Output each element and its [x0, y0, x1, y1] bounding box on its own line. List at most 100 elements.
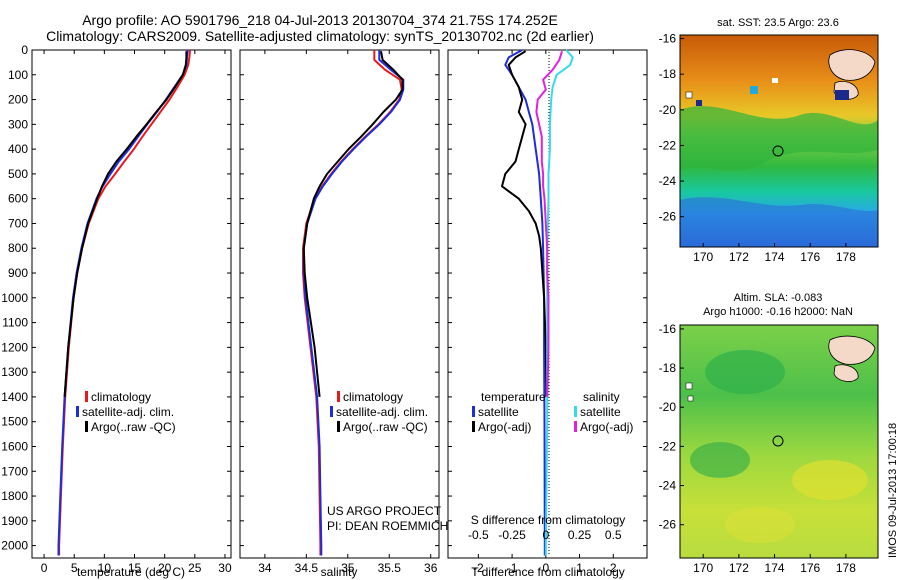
depth-tick-label: 2000 — [1, 539, 28, 553]
x-tick-label: 34 — [258, 561, 272, 575]
figure-title: Argo profile: AO 5901796_218 04-Jul-2013… — [0, 12, 640, 44]
map-lon-tick-label: 170 — [693, 561, 713, 575]
map-lon-tick-label: 170 — [693, 250, 713, 264]
s-diff-label: S difference from climatology — [471, 513, 626, 527]
series-line-t-argo-adj- — [501, 50, 548, 397]
map-lat-tick-label: -22 — [659, 439, 677, 453]
sst-cool-region — [680, 197, 878, 247]
depth-tick-label: 1700 — [1, 464, 28, 478]
map-lat-tick-label: -24 — [659, 174, 677, 188]
temperature-lines — [57, 49, 191, 556]
legend-swatch-s-argo — [574, 421, 577, 432]
depth-tick-label: 1000 — [1, 291, 28, 305]
sla-land-mask — [685, 335, 876, 402]
legend-label-climatology: climatology — [343, 390, 403, 404]
difference-x-ticks: -2 -1 0 1 2 — [473, 50, 617, 575]
legend-label-argo: Argo(..raw -QC) — [91, 420, 176, 434]
x-tick-label: -1 — [507, 561, 518, 575]
salinity-panel: 34 34.5 35 35.5 36 salinity climatology sate… — [239, 49, 448, 579]
salinity-xlabel: salinity — [321, 565, 358, 579]
depth-tick-label: 1100 — [2, 316, 28, 330]
x-tick-label: 36 — [424, 561, 438, 575]
map-lat-tick-label: -26 — [659, 518, 677, 532]
s-diff-tick-label: 0 — [542, 528, 549, 542]
x-tick-label: 20 — [158, 561, 172, 575]
x-tick-label: -2 — [473, 561, 484, 575]
legend-header-salinity: salinity — [583, 390, 620, 404]
sla-map-title-1: Altim. SLA: -0.083 — [734, 292, 823, 304]
legend-swatch-argo — [337, 421, 340, 432]
sst-map-title: sat. SST: 23.5 Argo: 23.6 — [717, 17, 839, 29]
legend-swatch-satellite — [76, 406, 79, 417]
x-tick-label: 1 — [576, 561, 583, 575]
map-lon-tick-label: 176 — [800, 561, 820, 575]
map-lat-tick-label: -22 — [659, 138, 677, 152]
salinity-x-ticks: 34 34.5 35 35.5 36 — [258, 50, 438, 575]
sla-map-ticks: 170 172 174 176 178 -16 -18 -20 -22 -24 -26 — [659, 322, 857, 575]
series-line-argo — [302, 51, 404, 398]
project-label: US ARGO PROJECT — [327, 504, 442, 518]
pi-label: PI: DEAN ROEMMICH — [327, 519, 448, 533]
map-lat-tick-label: -18 — [659, 361, 677, 375]
legend-swatch-t-satellite — [472, 406, 475, 417]
sst-warm-tongue — [680, 106, 878, 171]
legend-swatch-climatology — [85, 391, 88, 402]
depth-tick-label: 500 — [8, 167, 28, 181]
legend-swatch-s-satellite — [574, 406, 577, 417]
map-lat-tick-label: -20 — [659, 103, 677, 117]
difference-legend: temperature salinity satellite Argo(-adj… — [472, 390, 633, 434]
legend-label-s-satellite: satellite — [580, 405, 621, 419]
temperature-x-ticks: 0 5 10 15 20 25 30 — [41, 50, 232, 575]
map-lon-tick-label: 174 — [765, 561, 785, 575]
map-lat-tick-label: -26 — [659, 210, 677, 224]
title-line-1: Argo profile: AO 5901796_218 04-Jul-2013… — [82, 12, 558, 28]
legend-label-satellite: satellite-adj. clim. — [336, 405, 428, 419]
x-tick-label: 10 — [98, 561, 112, 575]
x-tick-label: 0 — [542, 561, 549, 575]
sst-land-mask — [685, 49, 876, 106]
map-lat-tick-label: -24 — [659, 479, 677, 493]
difference-panel: -2 -1 0 1 2 temperature salinity satellite A… — [447, 49, 648, 579]
argo-location-marker — [772, 435, 784, 447]
temperature-legend: climatology satellite-adj. clim. Argo(..… — [76, 390, 176, 434]
difference-lines — [501, 49, 574, 556]
legend-label-satellite: satellite-adj. clim. — [82, 405, 174, 419]
temperature-xlabel: temperature (deg C) — [77, 565, 185, 579]
sst-map-ticks: 170 172 174 176 178 -16 -18 -20 -22 -24 -26 — [659, 32, 857, 264]
x-tick-label: 25 — [188, 561, 202, 575]
sst-map-panel: sat. SST: 23.5 Argo: 23.6 170 172 174 176 17… — [659, 17, 879, 264]
s-diff-tick-labels: -0.5 -0.25 0 0.25 0.5 — [468, 528, 622, 542]
map-lon-tick-label: 176 — [800, 250, 820, 264]
legend-swatch-climatology — [337, 391, 340, 402]
depth-tick-label: 600 — [8, 192, 28, 206]
salinity-lines — [302, 50, 405, 556]
depth-tick-label: 1600 — [1, 439, 28, 453]
sla-map-panel: Altim. SLA: -0.083 Argo h1000: -0.16 h20… — [659, 292, 879, 575]
t-diff-label: T difference from climatology — [471, 565, 625, 579]
s-diff-tick-label: 0.5 — [605, 528, 622, 542]
depth-tick-label: 300 — [8, 117, 28, 131]
temperature-axes-box — [31, 49, 232, 559]
map-lat-tick-label: -20 — [659, 400, 677, 414]
x-tick-label: 2 — [610, 561, 617, 575]
temperature-panel: 0100200300400500600700800900100011001200… — [1, 43, 232, 579]
depth-tick-label: 900 — [8, 266, 28, 280]
map-lat-tick-label: -16 — [659, 322, 677, 336]
depth-tick-label: 800 — [8, 241, 28, 255]
x-tick-label: 5 — [71, 561, 78, 575]
argo-location-marker — [772, 145, 784, 157]
legend-label-argo: Argo(..raw -QC) — [343, 420, 428, 434]
x-tick-label: 30 — [218, 561, 232, 575]
map-lon-tick-label: 178 — [836, 561, 856, 575]
legend-swatch-argo — [85, 421, 88, 432]
depth-tick-label: 1200 — [1, 340, 28, 354]
sla-map-title-2: Argo h1000: -0.16 h2000: NaN — [703, 306, 853, 318]
map-lon-tick-label: 172 — [729, 561, 749, 575]
sst-map-frame — [679, 34, 879, 248]
map-lon-tick-label: 174 — [765, 250, 785, 264]
x-tick-label: 34.5 — [295, 561, 319, 575]
salinity-axes-box — [239, 49, 440, 559]
map-lat-tick-label: -16 — [659, 32, 677, 46]
map-lon-tick-label: 172 — [729, 250, 749, 264]
